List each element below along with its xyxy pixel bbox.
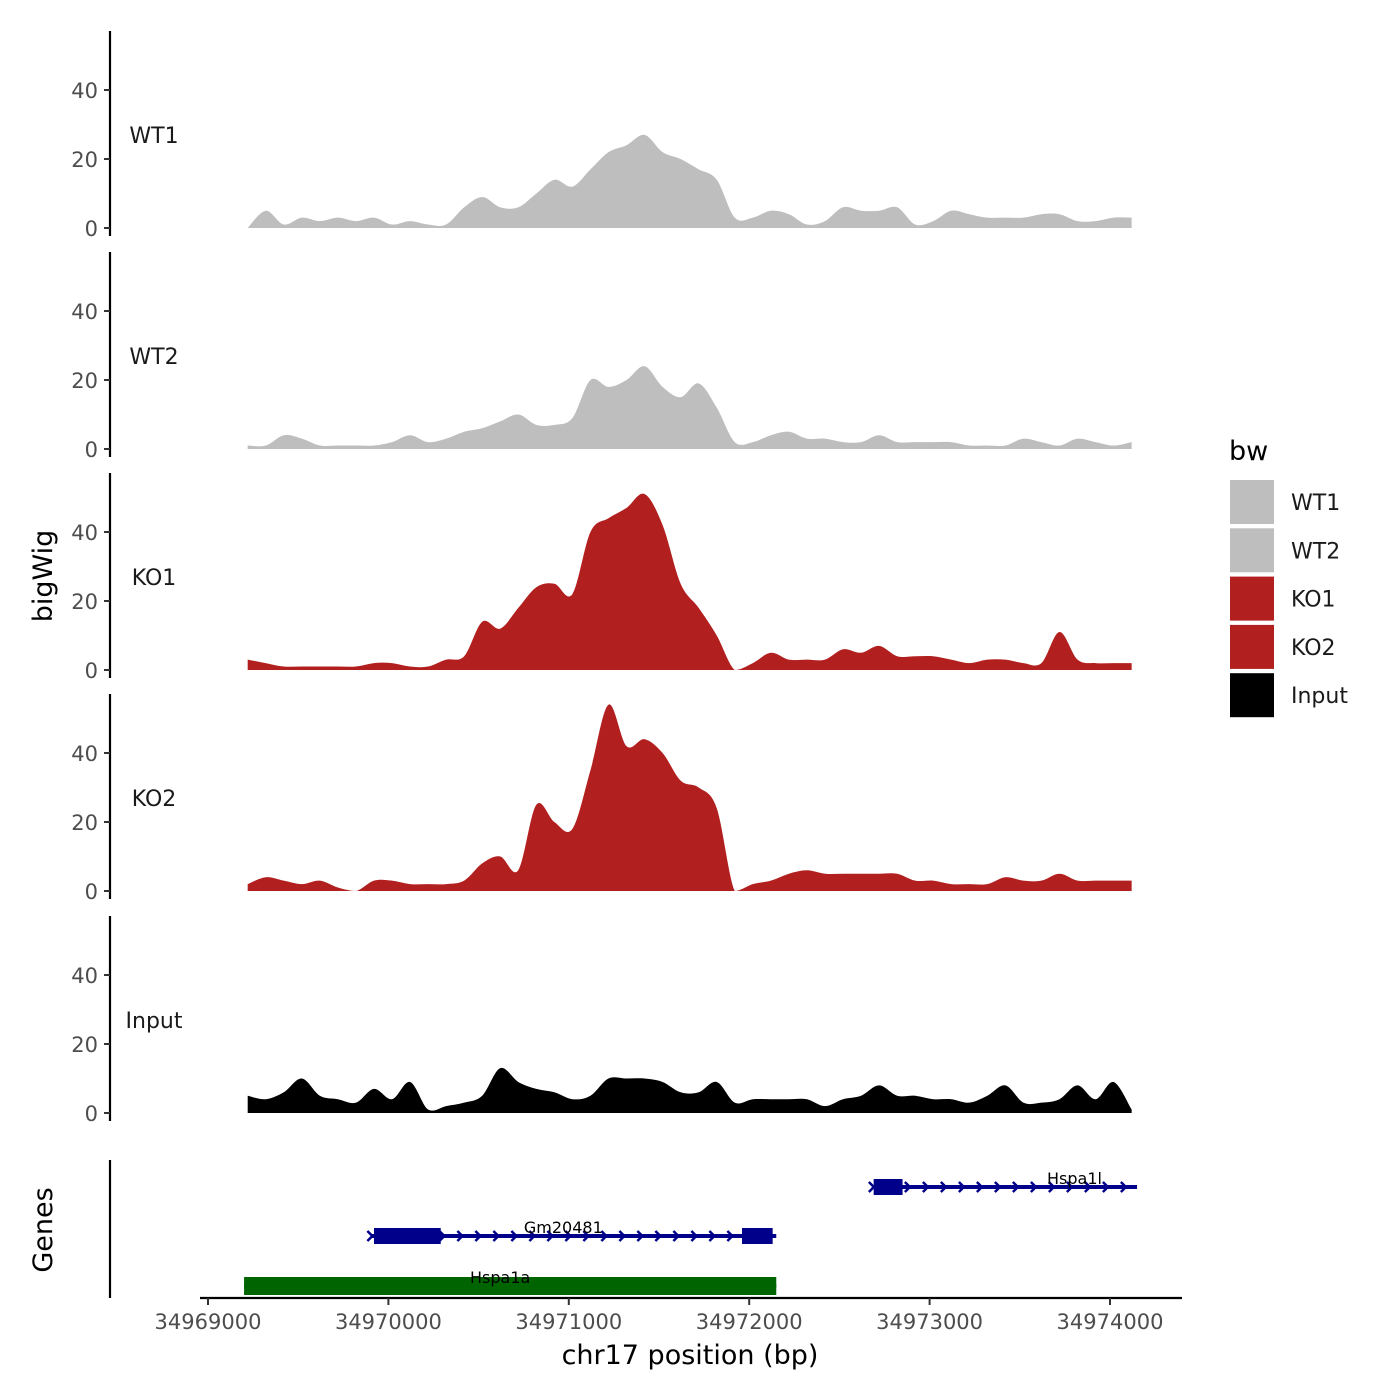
track-label: Input xyxy=(126,1009,183,1034)
legend-swatch-wt1 xyxy=(1230,480,1274,524)
strand-arrow xyxy=(867,1181,876,1193)
track-label: KO1 xyxy=(132,566,177,591)
strand-arrow xyxy=(993,1181,1002,1193)
y-tick-label: 0 xyxy=(85,217,98,241)
gene-hspa1a: Hspa1a xyxy=(244,1268,777,1295)
strand-arrow xyxy=(438,1230,447,1242)
track-wt1: 0 20 40 WT1 xyxy=(71,31,1132,241)
strand-arrow xyxy=(975,1181,984,1193)
strand-arrow xyxy=(903,1181,912,1193)
y-tick-label: 20 xyxy=(71,148,98,172)
track-ko1: 0 20 40 KO1 xyxy=(71,473,1132,683)
legend-label: WT2 xyxy=(1291,539,1340,564)
legend-swatch-wt2 xyxy=(1230,528,1274,573)
strand-arrow xyxy=(726,1230,735,1242)
y-tick-label: 40 xyxy=(71,300,98,324)
strand-arrow xyxy=(1011,1181,1020,1193)
gene-label: Hspa1a xyxy=(470,1268,530,1287)
strand-arrow xyxy=(672,1230,681,1242)
strand-arrow xyxy=(1065,1181,1074,1193)
x-tick-label: 34972000 xyxy=(696,1310,803,1334)
legend-title: bw xyxy=(1229,436,1268,467)
strand-arrow xyxy=(1029,1181,1038,1193)
y-tick-label: 20 xyxy=(71,590,98,614)
x-tick-label: 34973000 xyxy=(876,1310,983,1334)
strand-arrow xyxy=(1083,1181,1092,1193)
gene-label: Hspa1l xyxy=(1047,1169,1102,1188)
strand-arrow xyxy=(582,1230,591,1242)
x-axis-title: chr17 position (bp) xyxy=(562,1340,819,1371)
gene-hspa1l: Hspa1l xyxy=(867,1169,1138,1195)
coverage-area-ko1 xyxy=(247,493,1132,670)
y-tick-label: 40 xyxy=(71,79,98,103)
y-tick-label: 20 xyxy=(71,1033,98,1057)
legend-label: KO1 xyxy=(1291,588,1336,613)
strand-arrow xyxy=(492,1230,501,1242)
strand-arrow xyxy=(528,1230,537,1242)
gene-exon xyxy=(873,1179,903,1195)
y-tick-label: 0 xyxy=(85,438,98,462)
strand-arrow xyxy=(510,1230,519,1242)
strand-arrow xyxy=(690,1230,699,1242)
strand-arrow xyxy=(366,1230,375,1242)
x-tick-label: 34970000 xyxy=(335,1310,442,1334)
y-tick-label: 40 xyxy=(71,521,98,545)
y-axis-title: bigWig xyxy=(28,530,59,623)
gene-exon xyxy=(741,1228,773,1244)
y-tick-label: 40 xyxy=(71,964,98,988)
strand-arrow xyxy=(600,1230,609,1242)
y-tick-label: 0 xyxy=(85,659,98,683)
strand-arrow xyxy=(1119,1181,1128,1193)
gene-label: Gm20481 xyxy=(524,1218,603,1237)
coverage-area-ko2 xyxy=(247,704,1132,891)
legend-label: KO2 xyxy=(1291,636,1336,661)
track-wt2: 0 20 40 WT2 xyxy=(71,252,1132,462)
strand-arrow xyxy=(474,1230,483,1242)
track-input: 0 20 40 Input xyxy=(71,916,1132,1126)
strand-arrow xyxy=(1047,1181,1056,1193)
y-tick-label: 20 xyxy=(71,811,98,835)
strand-arrow xyxy=(708,1230,717,1242)
legend-label: WT1 xyxy=(1291,491,1340,516)
gene-exon xyxy=(244,1277,777,1295)
legend-label: Input xyxy=(1291,684,1348,709)
x-tick-label: 34974000 xyxy=(1057,1310,1164,1334)
strand-arrow xyxy=(939,1181,948,1193)
coverage-area-wt2 xyxy=(247,366,1132,449)
legend-swatch-ko2 xyxy=(1230,624,1274,669)
strand-arrow xyxy=(957,1181,966,1193)
strand-arrow xyxy=(921,1181,930,1193)
strand-arrow xyxy=(1101,1181,1110,1193)
x-tick-label: 34971000 xyxy=(515,1310,622,1334)
x-tick-label: 34969000 xyxy=(155,1310,262,1334)
genes-axis-title: Genes xyxy=(28,1187,59,1272)
coverage-area-input xyxy=(247,1067,1132,1113)
strand-arrow xyxy=(456,1230,465,1242)
strand-arrow xyxy=(636,1230,645,1242)
legend-swatch-input xyxy=(1230,673,1274,718)
track-label: KO2 xyxy=(132,787,177,812)
track-label: WT1 xyxy=(129,124,178,149)
y-tick-label: 20 xyxy=(71,369,98,393)
y-tick-label: 40 xyxy=(71,742,98,766)
strand-arrow xyxy=(618,1230,627,1242)
y-tick-label: 0 xyxy=(85,1102,98,1126)
strand-arrow xyxy=(546,1230,555,1242)
legend: bw WT1 WT2 KO1 KO2 Input xyxy=(1229,436,1348,718)
coverage-area-wt1 xyxy=(247,134,1132,228)
track-label: WT2 xyxy=(129,345,178,370)
y-tick-label: 0 xyxy=(85,880,98,904)
gene-exon xyxy=(373,1228,441,1244)
track-ko2: 0 20 40 KO2 xyxy=(71,694,1132,904)
legend-swatch-ko1 xyxy=(1230,576,1274,621)
strand-arrow xyxy=(564,1230,573,1242)
strand-arrow xyxy=(654,1230,663,1242)
gene-gm20481: Gm20481 xyxy=(366,1218,777,1244)
